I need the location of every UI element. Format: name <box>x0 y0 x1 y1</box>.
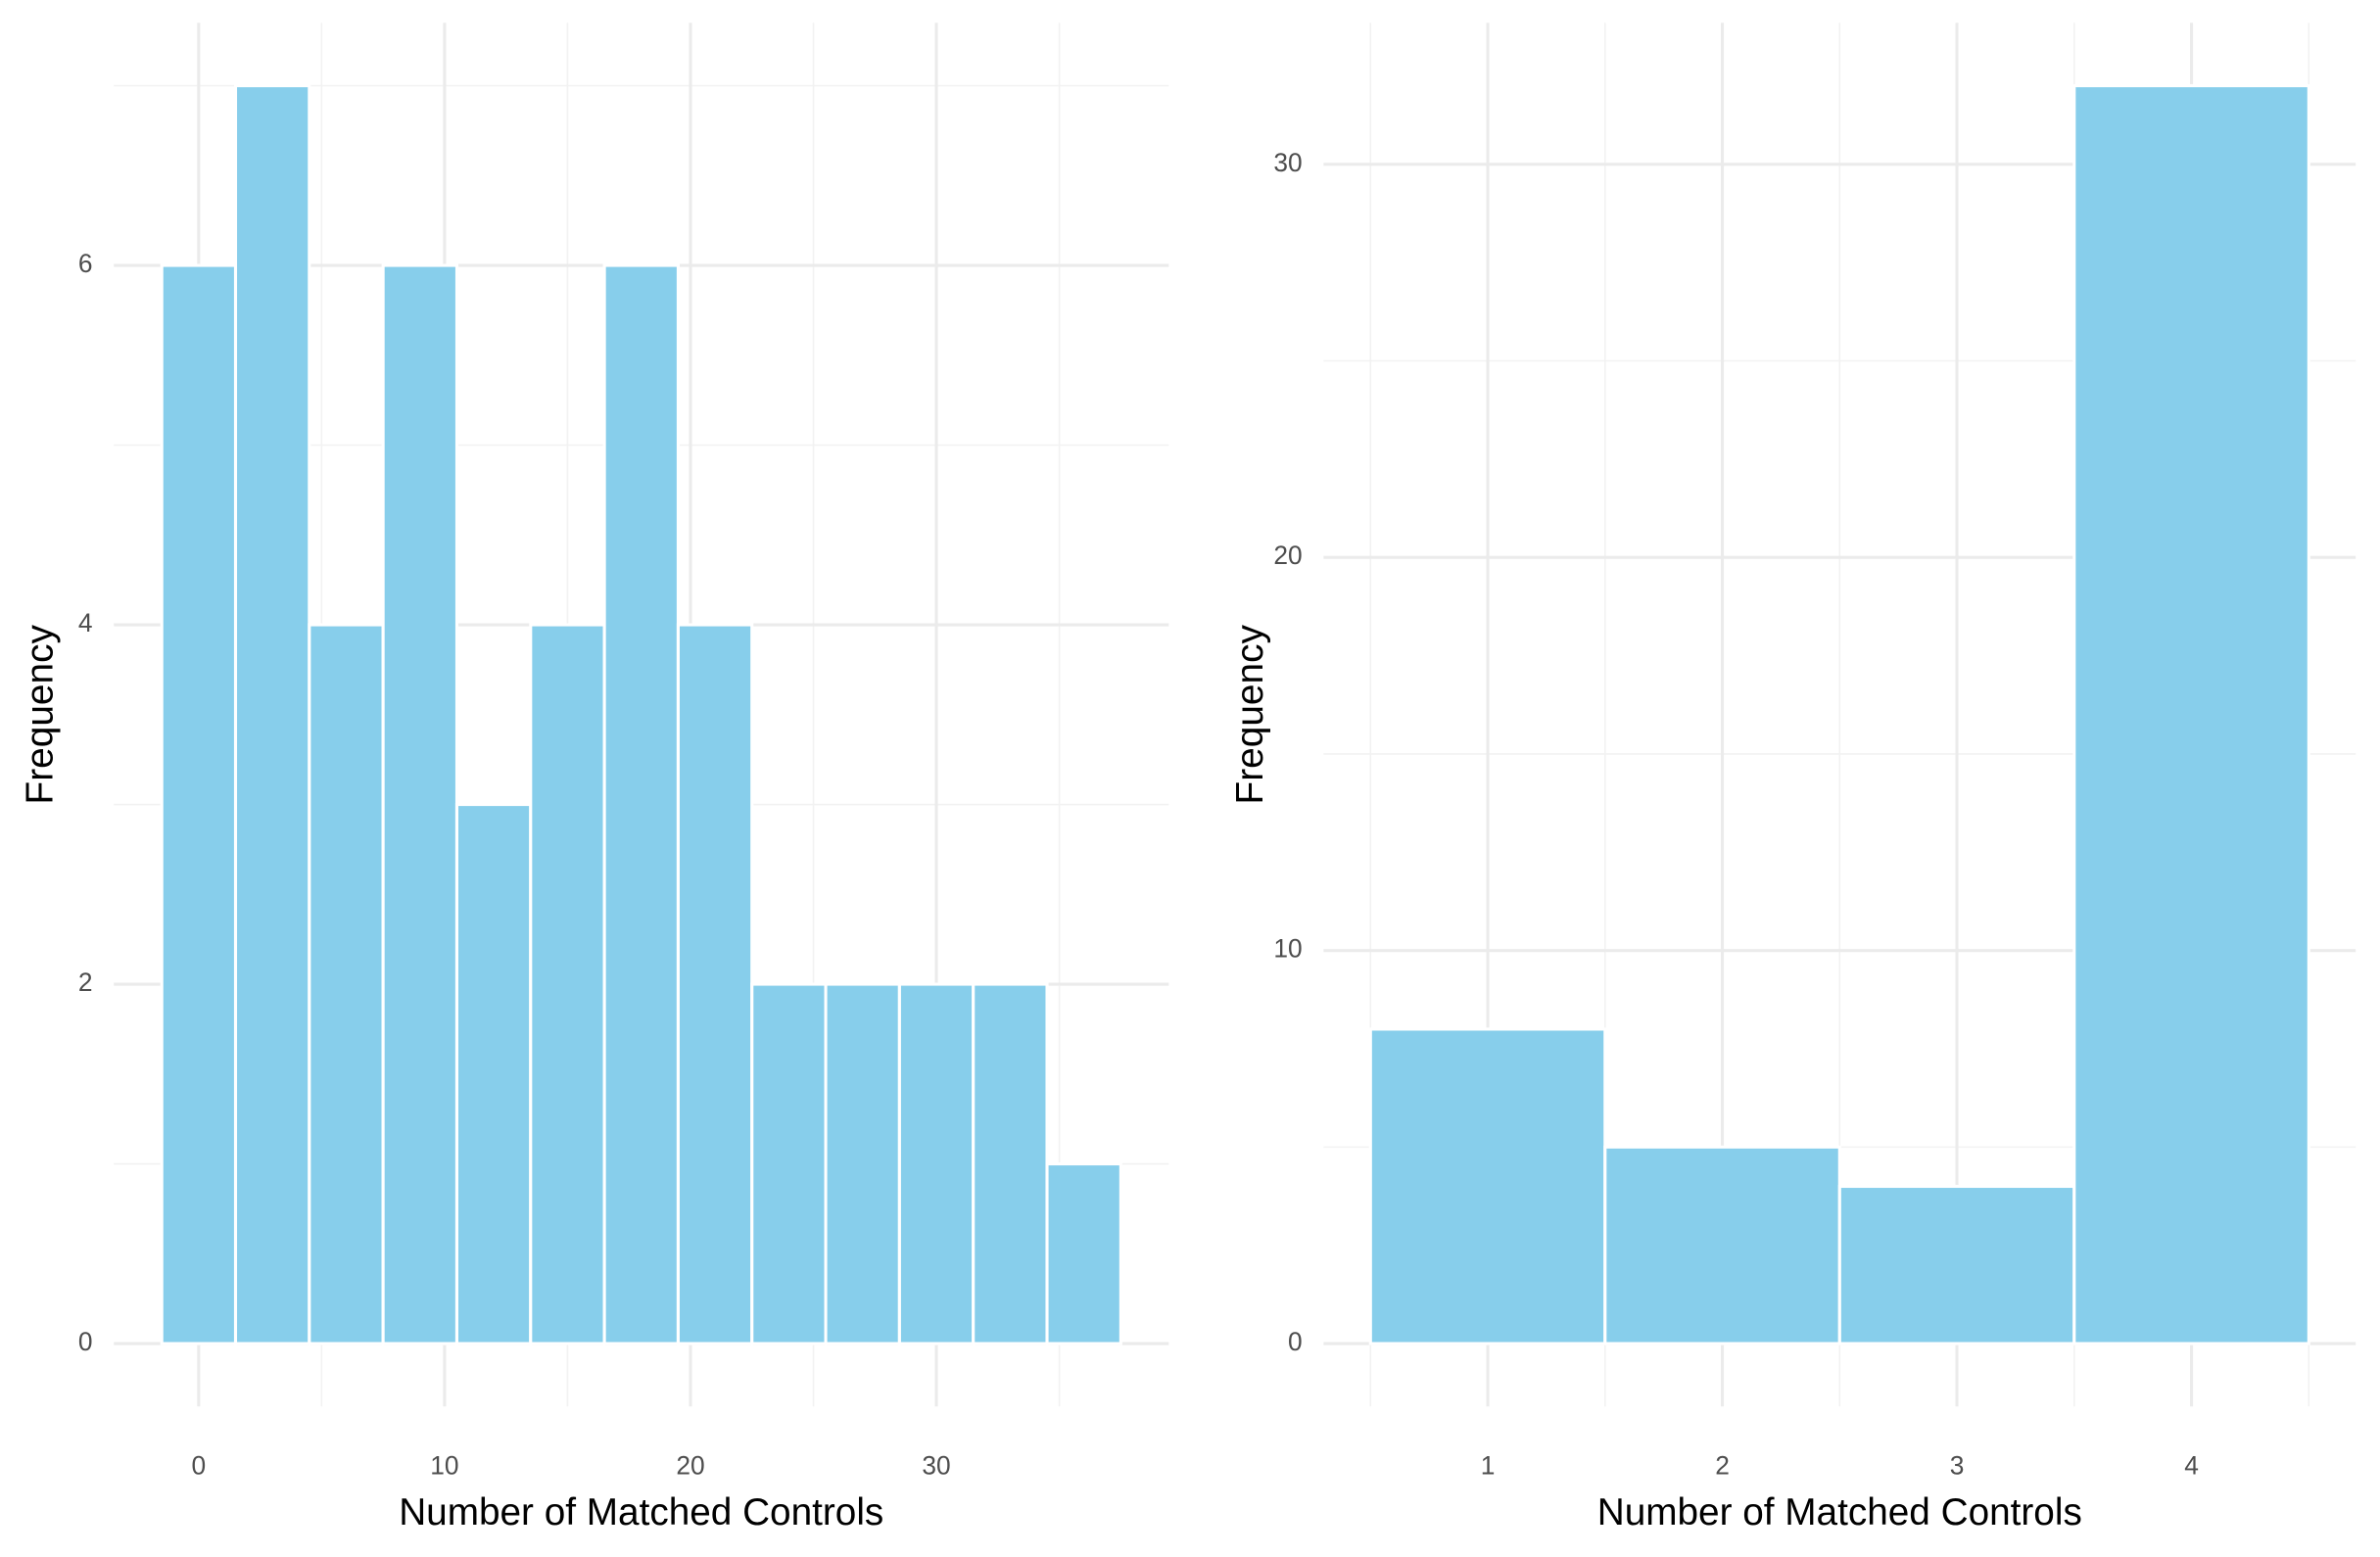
x-axis-title: Number of Matched Controls <box>399 1491 883 1533</box>
x-tick-label: 30 <box>922 1450 950 1480</box>
bar <box>308 623 385 1345</box>
x-tick-label: 0 <box>192 1450 207 1480</box>
bar <box>381 263 459 1345</box>
x-axis-title: Number of Matched Controls <box>1597 1491 2082 1533</box>
bar <box>233 83 311 1345</box>
bar <box>824 982 901 1345</box>
bar <box>529 623 606 1345</box>
bar <box>1603 1145 1841 1345</box>
bar <box>1837 1184 2076 1345</box>
x-tick-label: 2 <box>1715 1450 1730 1480</box>
y-tick-label: 4 <box>78 608 93 637</box>
y-tick-label: 30 <box>1273 148 1302 177</box>
y-tick-label: 2 <box>78 967 93 997</box>
x-tick-label: 1 <box>1481 1450 1496 1480</box>
bar <box>676 623 754 1345</box>
y-tick-label: 20 <box>1273 541 1302 570</box>
bar <box>454 802 533 1345</box>
x-tick-label: 4 <box>2184 1450 2199 1480</box>
x-tick-label: 20 <box>676 1450 704 1480</box>
x-tick-label: 10 <box>430 1450 458 1480</box>
bar <box>2072 83 2310 1345</box>
y-axis-title: Frequency <box>20 625 62 805</box>
y-axis-title: Frequency <box>1229 625 1271 805</box>
bar <box>972 982 1049 1345</box>
bar <box>160 263 238 1345</box>
bar <box>1045 1161 1122 1345</box>
y-tick-label: 0 <box>78 1327 93 1356</box>
bar <box>602 263 680 1345</box>
y-tick-label: 0 <box>1288 1327 1303 1356</box>
bar <box>750 982 828 1345</box>
x-tick-label: 3 <box>1950 1450 1965 1480</box>
bar <box>1368 1027 1607 1345</box>
y-tick-label: 10 <box>1273 934 1302 964</box>
y-tick-label: 6 <box>78 249 93 278</box>
bar <box>897 982 976 1345</box>
